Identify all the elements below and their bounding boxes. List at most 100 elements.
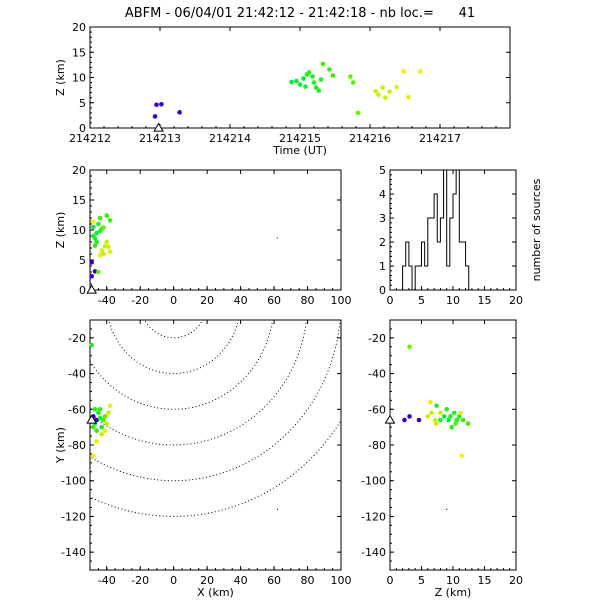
source-point: [101, 225, 106, 230]
source-point: [97, 406, 103, 412]
x-tick-label: 214215: [279, 132, 321, 145]
y-tick-label: -100: [61, 475, 86, 488]
y-tick-label: -20: [68, 332, 86, 345]
y-tick-label: 5: [379, 164, 386, 177]
time-height-panel: 214212 214213 214214 214215 214216 214217 0 5 10…: [54, 21, 511, 157]
y-tick-label: -140: [361, 546, 386, 559]
source-point: [449, 424, 455, 430]
source-point: [438, 417, 443, 423]
source-point: [330, 73, 336, 78]
source-point: [429, 410, 434, 416]
source-point: [303, 84, 308, 89]
x-tick-label: 80: [301, 574, 315, 587]
source-point: [107, 403, 113, 409]
source-point: [373, 88, 378, 94]
y-tick-label: 0: [79, 284, 86, 297]
plot-frame: [389, 319, 517, 571]
source-point: [348, 74, 353, 79]
source-point: [92, 406, 98, 412]
source-point: [418, 69, 423, 74]
y-tick-label: 5: [79, 97, 86, 110]
source-point: [92, 243, 98, 248]
x-tick-label: -20: [131, 574, 149, 587]
source-point: [99, 424, 105, 430]
range-ring: [90, 419, 341, 517]
source-point: [107, 249, 113, 254]
source-point: [311, 80, 317, 85]
figure-title: ABFM - 06/04/01 21:42:12 - 21:42:18 - nb…: [125, 6, 475, 21]
source-point: [91, 224, 96, 230]
x-axis-label: X (km): [197, 586, 234, 599]
source-point: [433, 417, 438, 423]
source-point: [320, 61, 326, 67]
x-tick-label: 20: [509, 574, 523, 587]
source-point: [96, 221, 101, 227]
source-point: [91, 453, 96, 459]
height-plan-panel: 0 5 10 15 20 -20 -40 -60 -80 -100 -120 -140 Z (km): [361, 319, 523, 599]
source-point: [306, 70, 312, 75]
source-point: [294, 78, 299, 84]
range-ring: [108, 320, 239, 375]
source-point: [91, 233, 96, 239]
source-point: [91, 219, 96, 224]
source-point: [438, 410, 443, 416]
y-tick-label: -80: [368, 439, 386, 452]
source-point: [301, 76, 306, 81]
source-point: [94, 439, 99, 444]
source-point: [159, 101, 164, 107]
x-tick-label: 214217: [419, 132, 461, 145]
source-point: [152, 114, 158, 119]
source-point: [316, 88, 322, 93]
x-height-panel: -40 -20 0 20 40 60 80 100 0 5 10 15 20 Z (km): [54, 164, 352, 307]
x-tick-label: 0: [170, 294, 177, 307]
source-point: [104, 239, 110, 245]
x-tick-label: 20: [509, 294, 523, 307]
y-tick-label: -40: [368, 368, 386, 381]
y-tick-label: 3: [379, 212, 386, 225]
source-point: [448, 414, 453, 419]
source-point: [94, 239, 99, 245]
x-tick-label: 214216: [349, 132, 391, 145]
y-tick-label: -60: [68, 403, 86, 416]
y-tick-label: 10: [72, 224, 86, 237]
source-point: [89, 342, 94, 348]
source-point: [401, 69, 406, 74]
source-point: [154, 102, 159, 108]
x-tick-label: -40: [98, 294, 116, 307]
x-tick-label: 10: [446, 574, 460, 587]
plot-frame: [389, 169, 517, 291]
y-tick-label: 15: [72, 194, 86, 207]
x-tick-label: -40: [98, 574, 116, 587]
source-point: [407, 344, 412, 350]
y-tick-label: 20: [72, 21, 86, 34]
source-point: [416, 417, 422, 423]
x-tick-label: 0: [170, 574, 177, 587]
x-tick-label: 60: [267, 294, 281, 307]
x-tick-label: 20: [200, 294, 214, 307]
x-tick-label: 214213: [139, 132, 181, 145]
source-point: [289, 79, 294, 85]
source-point: [107, 218, 113, 223]
x-tick-label: 80: [301, 294, 315, 307]
source-point: [97, 215, 103, 221]
source-point: [104, 421, 110, 426]
source-point: [383, 95, 388, 100]
y-tick-label: 15: [72, 46, 86, 59]
x-tick-label: 100: [331, 294, 352, 307]
x-tick-label: 15: [478, 294, 492, 307]
y-tick-label: -120: [61, 510, 86, 523]
source-point: [444, 406, 450, 412]
station-triangle-icon: [86, 414, 98, 424]
source-point: [89, 273, 94, 279]
x-tick-label: 40: [234, 574, 248, 587]
source-point: [446, 508, 448, 510]
source-point: [387, 89, 392, 94]
source-point: [446, 417, 451, 423]
source-points: [89, 342, 279, 510]
source-point: [465, 421, 471, 426]
x-tick-label: 5: [418, 574, 425, 587]
source-point: [425, 414, 431, 419]
source-point: [428, 399, 433, 405]
x-axis-label: Time (UT): [272, 144, 327, 157]
